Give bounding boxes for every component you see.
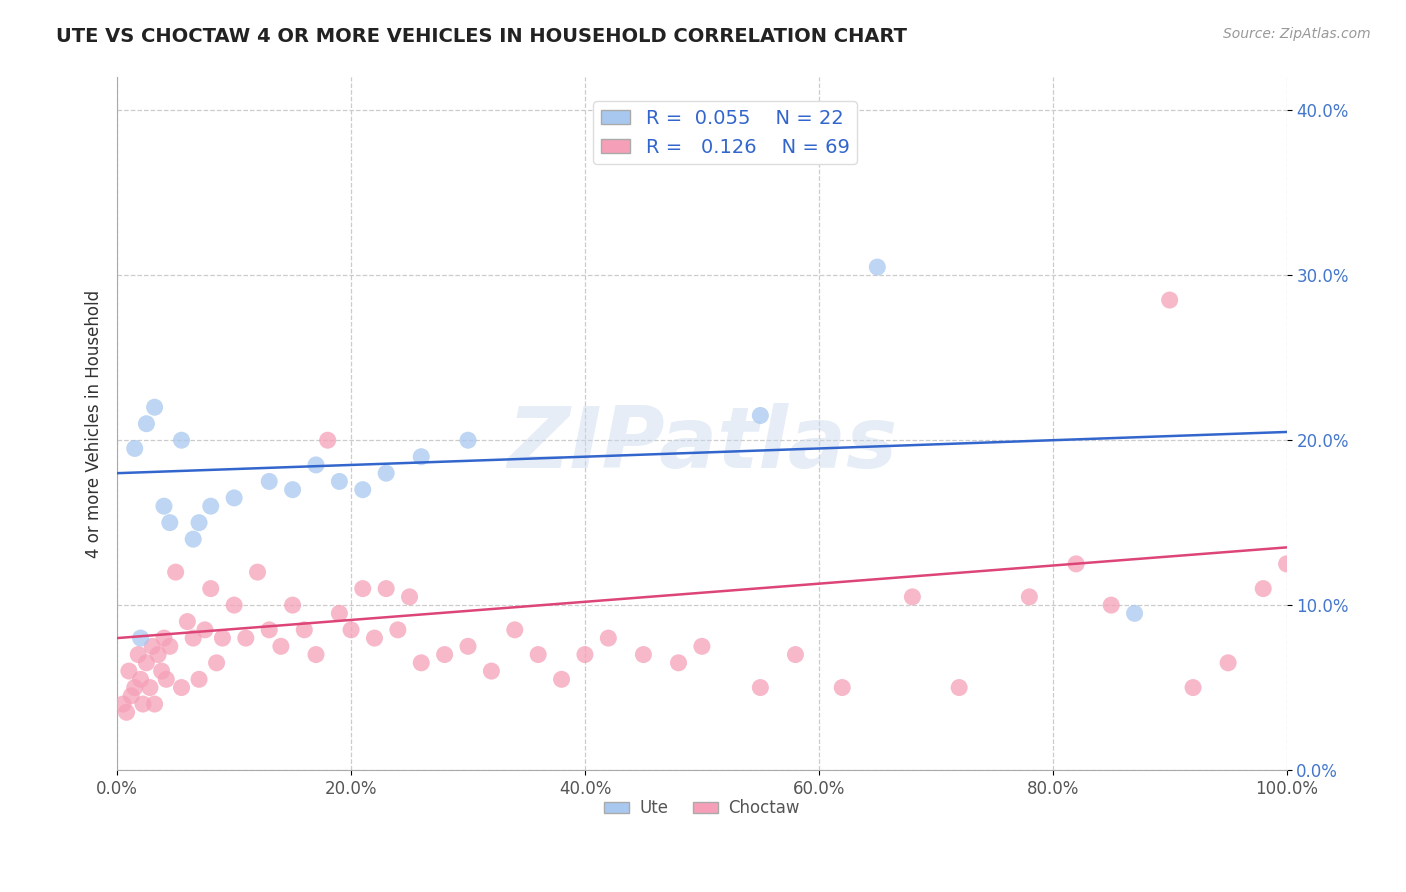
Point — [668, 656, 690, 670]
Point — [363, 631, 385, 645]
Point — [1018, 590, 1040, 604]
Point — [1275, 557, 1298, 571]
Point — [129, 673, 152, 687]
Point — [150, 664, 173, 678]
Point — [352, 483, 374, 497]
Point — [292, 623, 315, 637]
Point — [224, 491, 246, 505]
Point — [305, 648, 328, 662]
Point — [457, 640, 479, 654]
Point — [115, 706, 138, 720]
Point — [257, 475, 280, 489]
Point — [328, 607, 350, 621]
Point — [270, 640, 292, 654]
Point — [165, 565, 187, 579]
Point — [120, 689, 142, 703]
Point — [1099, 598, 1122, 612]
Text: Source: ZipAtlas.com: Source: ZipAtlas.com — [1223, 27, 1371, 41]
Point — [143, 401, 166, 415]
Point — [411, 656, 433, 670]
Point — [132, 697, 155, 711]
Point — [200, 582, 222, 596]
Point — [188, 673, 211, 687]
Point — [170, 681, 193, 695]
Point — [387, 623, 409, 637]
Point — [749, 409, 772, 423]
Point — [246, 565, 269, 579]
Point — [305, 458, 328, 472]
Point — [1286, 706, 1309, 720]
Point — [948, 681, 970, 695]
Point — [352, 582, 374, 596]
Point — [690, 640, 713, 654]
Point — [257, 623, 280, 637]
Point — [181, 532, 204, 546]
Point — [153, 499, 176, 513]
Point — [159, 516, 181, 530]
Point — [176, 615, 198, 629]
Point — [866, 260, 889, 274]
Point — [200, 499, 222, 513]
Point — [127, 648, 149, 662]
Point — [153, 631, 176, 645]
Point — [235, 631, 257, 645]
Point — [550, 673, 572, 687]
Point — [124, 442, 146, 456]
Point — [118, 664, 141, 678]
Point — [188, 516, 211, 530]
Point — [281, 483, 304, 497]
Point — [1216, 656, 1239, 670]
Point — [143, 697, 166, 711]
Text: UTE VS CHOCTAW 4 OR MORE VEHICLES IN HOUSEHOLD CORRELATION CHART: UTE VS CHOCTAW 4 OR MORE VEHICLES IN HOU… — [56, 27, 907, 45]
Point — [141, 640, 163, 654]
Point — [598, 631, 620, 645]
Point — [398, 590, 420, 604]
Point — [574, 648, 596, 662]
Point — [1182, 681, 1205, 695]
Point — [527, 648, 550, 662]
Point — [170, 434, 193, 448]
Point — [205, 656, 228, 670]
Point — [146, 648, 169, 662]
Point — [340, 623, 363, 637]
Text: ZIPatlas: ZIPatlas — [506, 403, 897, 486]
Point — [281, 598, 304, 612]
Point — [112, 697, 135, 711]
Point — [135, 656, 157, 670]
Point — [1299, 681, 1322, 695]
Point — [375, 466, 398, 480]
Point — [633, 648, 655, 662]
Point — [224, 598, 246, 612]
Point — [749, 681, 772, 695]
Point — [503, 623, 526, 637]
Point — [375, 582, 398, 596]
Point — [328, 475, 350, 489]
Point — [1123, 607, 1146, 621]
Point — [1064, 557, 1087, 571]
Point — [194, 623, 217, 637]
Point — [785, 648, 807, 662]
Point — [1251, 582, 1274, 596]
Point — [159, 640, 181, 654]
Point — [124, 681, 146, 695]
Point — [155, 673, 177, 687]
Y-axis label: 4 or more Vehicles in Household: 4 or more Vehicles in Household — [86, 290, 103, 558]
Point — [1159, 293, 1181, 307]
Point — [139, 681, 162, 695]
Point — [411, 450, 433, 464]
Legend: Ute, Choctaw: Ute, Choctaw — [598, 793, 806, 824]
Point — [129, 631, 152, 645]
Point — [433, 648, 456, 662]
Point — [181, 631, 204, 645]
Point — [481, 664, 503, 678]
Point — [831, 681, 853, 695]
Point — [316, 434, 339, 448]
Point — [211, 631, 233, 645]
Point — [457, 434, 479, 448]
Point — [901, 590, 924, 604]
Point — [135, 417, 157, 431]
